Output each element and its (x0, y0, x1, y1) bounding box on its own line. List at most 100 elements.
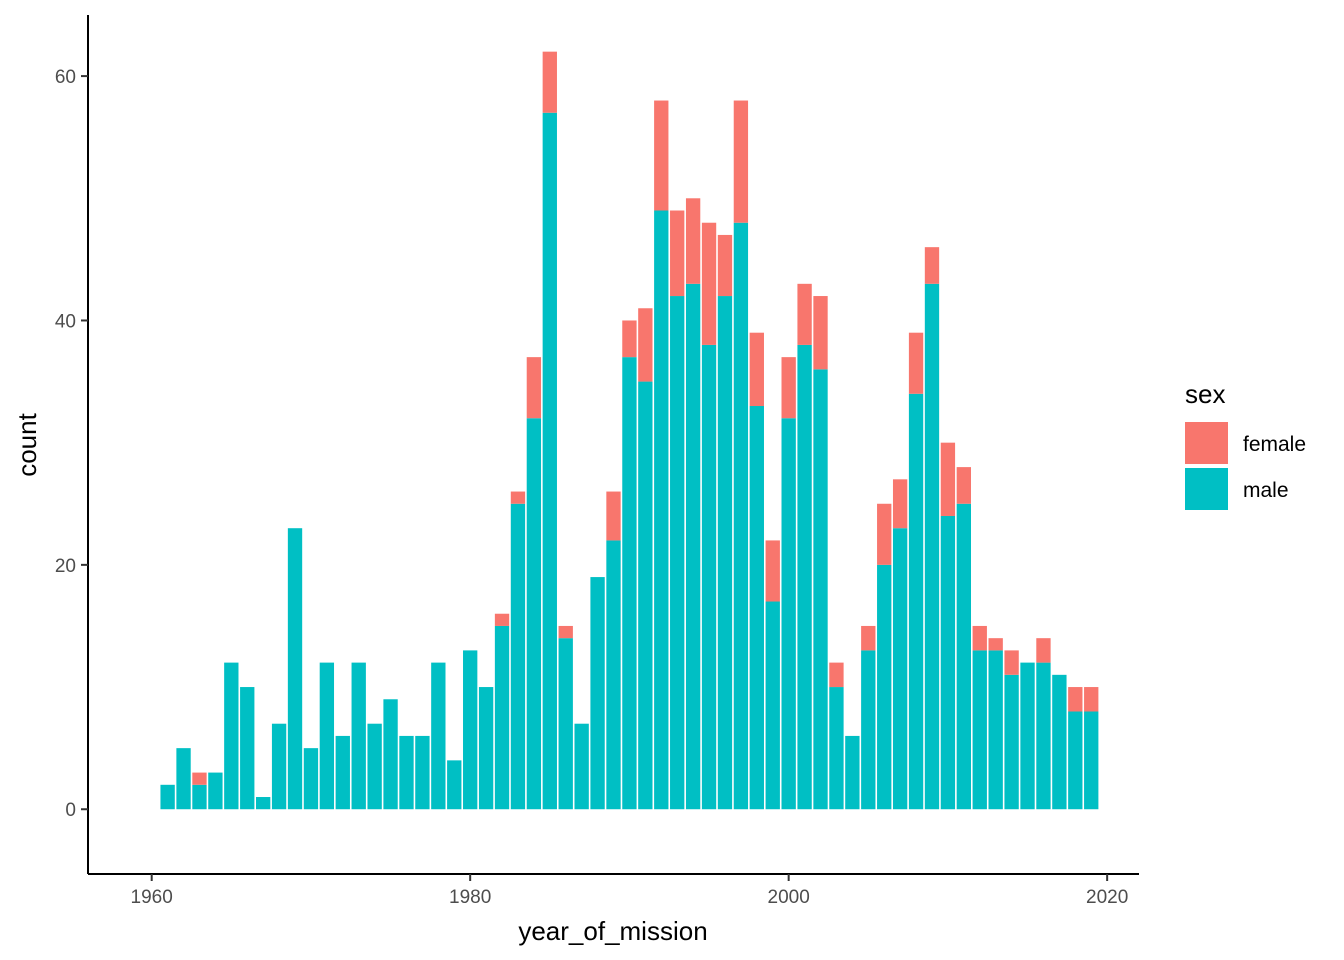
bar-male-1972 (335, 735, 350, 810)
legend-title: sex (1185, 379, 1225, 409)
bar-male-1981 (478, 687, 494, 810)
bar-male-1974 (367, 723, 382, 810)
x-tick-label: 1980 (449, 887, 491, 908)
bar-male-2012 (972, 650, 987, 810)
bar-male-1990 (622, 357, 637, 810)
bar-male-1979 (447, 760, 462, 810)
bar-male-2002 (813, 369, 828, 810)
bar-male-1970 (303, 748, 319, 810)
bar-male-2009 (924, 283, 940, 810)
bar-male-2018 (1068, 711, 1083, 810)
bar-female-1982 (494, 613, 510, 626)
legend-swatch-male (1185, 468, 1228, 510)
y-tick-label: 20 (55, 556, 76, 577)
bar-female-2001 (797, 283, 812, 345)
bar-female-1998 (749, 332, 764, 407)
bar-female-2016 (1036, 638, 1051, 663)
bar-male-2003 (829, 687, 844, 810)
y-tick-label: 0 (65, 800, 76, 821)
bars-layer (160, 51, 1099, 810)
bar-male-1991 (638, 381, 653, 810)
bar-male-1976 (399, 735, 414, 810)
bar-male-2015 (1020, 662, 1035, 810)
bar-male-1968 (271, 723, 287, 810)
bar-female-1996 (717, 234, 733, 297)
bar-male-1989 (606, 540, 621, 810)
bar-male-1992 (654, 210, 669, 810)
bar-male-1980 (463, 650, 478, 810)
bar-male-1962 (176, 748, 191, 810)
bar-male-1973 (351, 662, 366, 810)
bar-male-1977 (415, 735, 430, 810)
bar-male-1994 (685, 283, 701, 810)
bar-female-1986 (558, 625, 573, 639)
bar-male-1985 (542, 112, 557, 810)
bar-male-2014 (1004, 674, 1019, 810)
y-ticks: 0 20 40 60 (55, 67, 88, 821)
bar-male-2019 (1084, 711, 1099, 810)
bar-female-1994 (685, 198, 701, 284)
bar-male-1986 (558, 638, 573, 810)
bar-male-1987 (574, 723, 589, 810)
bar-male-2013 (988, 650, 1003, 810)
y-tick-label: 40 (55, 311, 76, 332)
legend-label-female: female (1243, 433, 1306, 456)
bar-male-1993 (670, 296, 685, 810)
y-axis-title: count (12, 412, 42, 476)
bar-male-1978 (431, 662, 446, 810)
bar-male-1983 (510, 503, 526, 810)
bar-female-1984 (526, 357, 542, 419)
legend-swatch-female (1185, 422, 1228, 464)
bar-female-2013 (988, 638, 1003, 651)
bar-male-1966 (240, 687, 255, 810)
bar-male-2006 (877, 564, 892, 810)
bar-female-1990 (622, 320, 637, 358)
bar-female-1989 (606, 491, 621, 541)
bar-male-1997 (733, 222, 749, 810)
bar-female-1995 (701, 222, 717, 345)
bar-male-1999 (765, 601, 780, 810)
bar-male-2011 (956, 503, 971, 810)
bar-male-2016 (1036, 662, 1051, 810)
bar-male-1969 (287, 528, 303, 810)
bar-male-1963 (192, 784, 207, 810)
bar-female-2002 (813, 296, 828, 370)
bar-female-2018 (1068, 687, 1083, 712)
bar-male-2017 (1052, 674, 1067, 810)
bar-male-1984 (526, 418, 542, 810)
bar-male-2010 (940, 515, 956, 810)
bar-female-2014 (1004, 650, 1019, 675)
bar-male-2004 (845, 735, 860, 810)
bar-male-1988 (590, 577, 605, 810)
bar-male-1996 (717, 296, 733, 810)
bar-male-2005 (861, 650, 876, 810)
bar-female-2000 (781, 357, 796, 419)
bar-male-1975 (383, 699, 398, 810)
x-tick-label: 2020 (1086, 887, 1128, 908)
bar-male-1965 (224, 662, 239, 810)
bar-female-2011 (956, 467, 971, 504)
y-tick-label: 60 (55, 67, 76, 88)
bar-female-2007 (892, 479, 908, 529)
bar-female-1983 (510, 491, 526, 504)
bar-male-2000 (781, 418, 796, 810)
bar-male-2001 (797, 344, 812, 810)
legend: sex female male (1185, 379, 1306, 510)
bar-female-2012 (972, 625, 987, 651)
bar-female-2008 (908, 332, 924, 394)
bar-male-1967 (256, 797, 271, 810)
x-tick-label: 2000 (768, 887, 810, 908)
bar-female-1992 (654, 100, 669, 211)
x-ticks: 1960 1980 2000 2020 (131, 874, 1128, 908)
bar-female-1993 (670, 210, 685, 297)
bar-male-2007 (892, 528, 908, 810)
x-axis-title: year_of_mission (518, 916, 707, 946)
bar-female-2009 (924, 247, 940, 284)
bar-female-2005 (861, 625, 876, 651)
bar-male-1961 (160, 784, 175, 810)
bar-male-1995 (701, 344, 717, 810)
bar-female-2010 (940, 442, 956, 516)
x-tick-label: 1960 (131, 887, 173, 908)
bar-female-2019 (1084, 687, 1099, 712)
